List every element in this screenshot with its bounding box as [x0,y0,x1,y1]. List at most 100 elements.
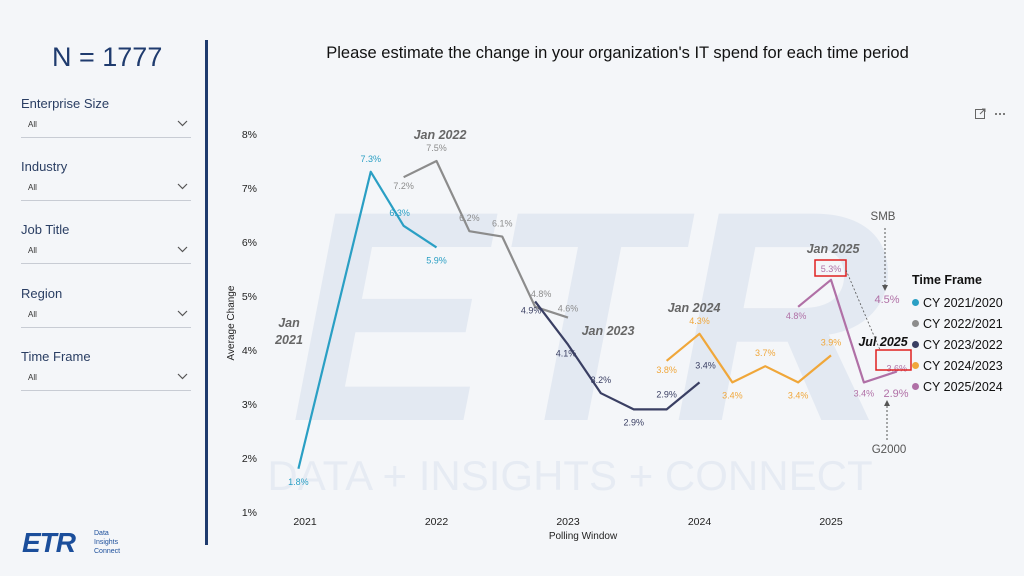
series-line [534,300,701,411]
annotation-jan-2022: Jan 2022 [414,128,467,142]
watermark: ETR DATA + INSIGHTS + CONNECT [267,148,890,499]
chevron-down-icon [177,310,188,317]
data-label: 3.4% [854,388,875,398]
legend-item[interactable]: CY 2024/2023 [912,355,1003,376]
x-tick-label: 2025 [819,516,843,528]
legend-title: Time Frame [912,273,982,287]
legend-item[interactable]: CY 2022/2021 [912,313,1003,334]
filter-industry: Industry All [21,159,191,201]
series-line [797,278,898,384]
job-title-dropdown[interactable]: All [21,245,191,264]
legend-items: CY 2021/2020 CY 2022/2021 CY 2023/2022 CY 2… [912,292,1003,397]
series-group: 1.8% 7.3% 6.3% 5.9% 7.2% 7.5% 6.2% 6.1% 4.8% 4.6%… [288,143,907,487]
data-label: 5.9% [426,255,447,265]
dropdown-value: All [28,310,37,319]
legend-label: CY 2021/2020 [923,295,1003,310]
series-2025-2024: 4.8% 5.3% 3.4% 3.6% [786,264,907,399]
data-label: 6.3% [389,208,410,218]
y-tick-label: 6% [242,237,257,249]
legend-swatch [912,341,919,348]
x-tick-label: 2022 [425,516,449,528]
legend-item[interactable]: CY 2021/2020 [912,292,1003,313]
filter-time-frame: Time Frame All [21,349,191,391]
region-dropdown[interactable]: All [21,309,191,328]
legend-item[interactable]: CY 2023/2022 [912,334,1003,355]
expand-icon[interactable] [974,108,986,120]
jan-2025-connector [845,269,881,351]
data-label: 7.5% [426,143,447,153]
annotation-jan-2025: Jan 2025 [807,242,861,256]
data-label: 4.3% [689,316,710,326]
series-2023-2022: 4.9% 4.1% 3.2% 2.9% 2.9% 3.4% [521,300,716,427]
filter-label: Industry [21,159,68,174]
x-tick-label: 2024 [688,516,712,528]
data-label: 7.2% [393,181,414,191]
dropdown-value: All [28,120,37,129]
y-tick-label: 7% [242,183,257,195]
data-label: 3.2% [591,375,612,385]
filter-label: Enterprise Size [21,96,110,111]
sidebar-divider [205,40,208,545]
filter-region: Region All [21,286,191,328]
data-label: 4.8% [531,289,552,299]
y-axis-ticks: 1% 2% 3% 4% 5% 6% 7% 8% [242,129,257,519]
dropdown-value: All [28,183,37,192]
legend-swatch [912,362,919,369]
data-label: 3.4% [722,390,743,400]
data-label: 3.9% [821,337,842,347]
chart-title: Please estimate the change in your organ… [326,44,909,62]
y-axis-label: Average Change [226,285,237,360]
data-label: 3.4% [695,360,716,370]
legend-label: CY 2024/2023 [923,358,1003,373]
chevron-down-icon [177,120,188,127]
data-label: 3.6% [886,364,907,374]
g2000-arrowhead [884,400,890,406]
logo-tagline-line: Insights [94,539,119,546]
data-label: 2.9% [656,389,677,399]
legend-swatch [912,320,919,327]
annotation-jan-2021-line: 2021 [274,333,303,347]
annotation-jan-2024: Jan 2024 [668,301,721,315]
data-label: 2.9% [623,417,644,427]
sidebar: N = 1777 Enterprise Size All Industry Al… [0,0,205,576]
x-axis-label: Polling Window [549,531,618,542]
series-2021-2020: 1.8% 7.3% 6.3% 5.9% [288,154,447,487]
smb-label: SMB [871,211,896,223]
more-options-icon[interactable] [994,108,1006,120]
data-label: 4.6% [558,304,579,314]
legend: Time Frame CY 2021/2020 CY 2022/2021 CY 20… [912,273,1003,397]
chevron-down-icon [177,373,188,380]
data-label: 7.3% [360,154,381,164]
y-tick-label: 1% [242,507,257,519]
legend-label: CY 2025/2024 [923,379,1003,394]
series-line [297,170,438,470]
annotation-jan-2023: Jan 2023 [582,324,635,338]
series-line [665,332,832,384]
x-tick-label: 2021 [293,516,317,528]
annotation-jan-2021-line: Jan [278,316,300,330]
watermark-tagline: DATA + INSIGHTS + CONNECT [267,452,872,499]
data-label: 3.7% [755,348,776,358]
industry-dropdown[interactable]: All [21,182,191,201]
legend-label: CY 2022/2021 [923,316,1003,331]
filter-label: Time Frame [21,349,91,364]
data-label: 4.8% [786,311,807,321]
y-tick-label: 5% [242,291,257,303]
data-label: 3.4% [788,390,809,400]
time-frame-dropdown[interactable]: All [21,372,191,391]
enterprise-size-dropdown[interactable]: All [21,119,191,138]
y-tick-label: 4% [242,345,257,357]
data-label: 3.8% [656,365,677,375]
y-tick-label: 2% [242,453,257,465]
data-label: 6.1% [492,219,513,229]
filter-label: Region [21,286,63,301]
legend-swatch [912,299,919,306]
series-2024-2023: 3.8% 4.3% 3.4% 3.7% 3.4% 3.9% [656,316,841,401]
legend-item[interactable]: CY 2025/2024 [912,376,1003,397]
logo-tagline: Data Insights Connect [94,529,120,556]
legend-swatch [912,383,919,390]
data-label: 4.1% [556,349,577,359]
chevron-down-icon [177,183,188,190]
data-label: 6.2% [459,213,480,223]
